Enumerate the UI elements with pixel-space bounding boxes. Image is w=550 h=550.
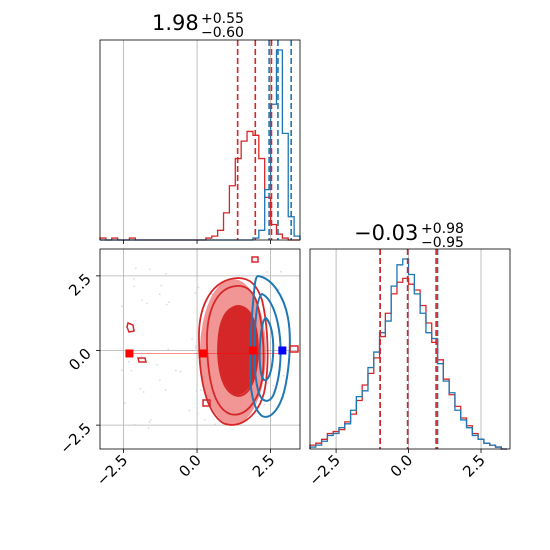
- scatter-point: [179, 370, 182, 373]
- red-contour-mid-line: [206, 285, 265, 416]
- red-marker: [248, 346, 257, 355]
- scatter-point: [174, 369, 177, 372]
- scatter-point: [121, 305, 123, 308]
- marginal-2-x-tick-label: 0.0: [387, 451, 417, 481]
- scatter-point: [197, 286, 200, 289]
- marginal-2-x-ticks: −2.5 0.0 2.5: [305, 449, 489, 490]
- scatter-point: [156, 363, 159, 366]
- scatter-point: [196, 412, 199, 415]
- marginal-2-blue-histogram: [309, 258, 508, 450]
- red-contour-inner-line: [217, 305, 259, 397]
- scatter-point: [199, 389, 202, 391]
- marginal-2-x-tick-label: 2.5: [459, 451, 489, 481]
- scatter-point: [133, 277, 136, 280]
- scatter-point: [149, 419, 152, 421]
- joint-y-tick-label: 0.0: [65, 345, 95, 375]
- scatter-point: [140, 355, 143, 358]
- scatter-point: [145, 302, 148, 305]
- blue-contour-mid-line: [253, 292, 282, 402]
- joint-x-tick-label: −2.5: [93, 451, 131, 489]
- scatter-point: [188, 409, 191, 412]
- marginal-2-title-minus: −0.95: [421, 235, 464, 251]
- scatter-point: [164, 389, 167, 391]
- scatter-point: [134, 267, 137, 270]
- joint-panel: −2.5 0.0 2.5 −2.5 0.0 2.5: [56, 240, 301, 490]
- scatter-point: [158, 293, 161, 296]
- scatter-point: [142, 391, 145, 393]
- blue-contour-inner-line: [258, 316, 275, 382]
- scatter-point: [272, 384, 275, 387]
- scatter-point: [148, 421, 151, 423]
- scatter-point: [195, 389, 198, 392]
- scatter-point: [127, 360, 130, 363]
- blue-marker: [278, 346, 287, 355]
- scatter-point: [277, 288, 280, 291]
- marginal-2-title-plus: +0.98: [421, 221, 464, 237]
- marginal-panel-1: 1.98 +0.55 −0.60: [99, 11, 301, 241]
- scatter-point: [130, 369, 133, 372]
- scatter-point: [165, 273, 167, 275]
- scatter-point: [194, 292, 197, 294]
- scatter-point: [160, 284, 163, 287]
- scatter-point: [282, 374, 285, 377]
- marginal-1-title-minus: −0.60: [201, 25, 244, 41]
- marginal-1-title-plus: +0.55: [201, 11, 244, 27]
- scatter-point: [167, 348, 170, 351]
- joint-x-tick-label: 2.5: [249, 451, 279, 481]
- marginal-2-title: −0.03: [354, 221, 418, 245]
- scatter-point: [279, 270, 282, 273]
- blue-contour-outer-line: [248, 274, 291, 418]
- red-contour-outlier-4: [289, 345, 299, 353]
- joint-y-tick-label: 2.5: [65, 270, 95, 300]
- joint-y-ticks: −2.5 0.0 2.5: [56, 270, 100, 458]
- red-contour-outlier-2: [137, 357, 147, 363]
- scatter-point: [263, 403, 266, 406]
- red-marker: [125, 349, 134, 358]
- marginal-1-title: 1.98: [152, 11, 199, 35]
- joint-y-tick-label: −2.5: [56, 419, 94, 457]
- scatter-point: [139, 387, 142, 390]
- scatter-point: [203, 418, 206, 421]
- red-contour-outlier-5: [202, 399, 211, 407]
- joint-markers: [125, 346, 287, 358]
- marginal-2-x-tick-label: −2.5: [305, 451, 343, 489]
- joint-x-tick-label: 0.0: [175, 451, 205, 481]
- scatter-point: [266, 271, 268, 273]
- scatter-point: [158, 379, 161, 382]
- scatter-point: [147, 427, 150, 429]
- marginal-1-gridlines: [123, 40, 271, 240]
- marginal-1-quantile-lines: [236, 40, 292, 240]
- scatter-point: [191, 338, 194, 341]
- scatter-point: [168, 301, 171, 304]
- red-contour-inner-fill: [218, 305, 258, 395]
- scatter-point: [214, 423, 217, 426]
- marginal-2-quantile-lines: [379, 249, 439, 449]
- scatter-point: [148, 268, 151, 271]
- scatter-point: [194, 347, 197, 350]
- scatter-point: [165, 303, 168, 306]
- scatter-point: [141, 299, 143, 302]
- red-marker: [198, 349, 207, 358]
- joint-frame: [99, 248, 301, 450]
- red-contour-outlier-1: [126, 321, 135, 333]
- red-contour-outer-line: [198, 277, 269, 426]
- red-contour-outlier-3: [251, 256, 259, 263]
- scatter-point: [133, 423, 136, 426]
- marginal-panel-2: −2.5 0.0 2.5 −0.03 +0.98 −0.95: [305, 221, 511, 490]
- scatter-point: [196, 356, 199, 359]
- scatter-point: [195, 345, 198, 348]
- scatter-point: [133, 285, 135, 288]
- marginal-2-frame: [309, 248, 511, 450]
- scatter-point: [120, 369, 123, 372]
- marginal-1-frame: [99, 39, 301, 241]
- scatter-point: [123, 402, 126, 405]
